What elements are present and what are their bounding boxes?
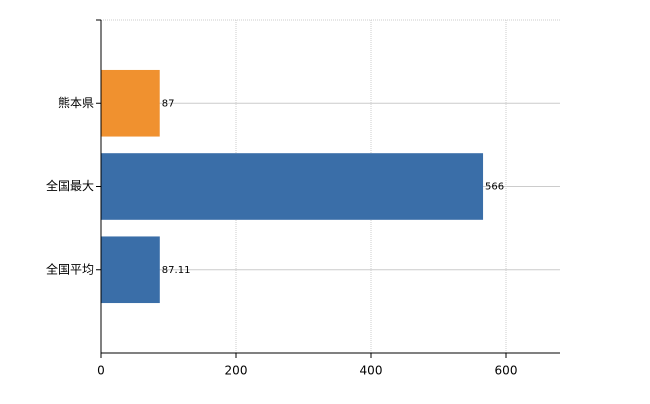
bar [101, 236, 160, 304]
bar [101, 153, 484, 220]
x-tick-label: 400 [360, 364, 383, 378]
y-tick-label: 全国最大 [46, 178, 94, 193]
y-tick-label: 全国平均 [46, 261, 94, 276]
x-tick-label: 200 [225, 364, 248, 378]
value-label: 87.11 [162, 265, 191, 276]
x-tick-label: 600 [495, 364, 518, 378]
value-label: 87 [162, 98, 175, 109]
bar [101, 69, 160, 137]
value-label: 566 [485, 182, 504, 193]
y-tick-label: 熊本県 [58, 95, 94, 110]
x-tick-label: 0 [97, 364, 105, 378]
